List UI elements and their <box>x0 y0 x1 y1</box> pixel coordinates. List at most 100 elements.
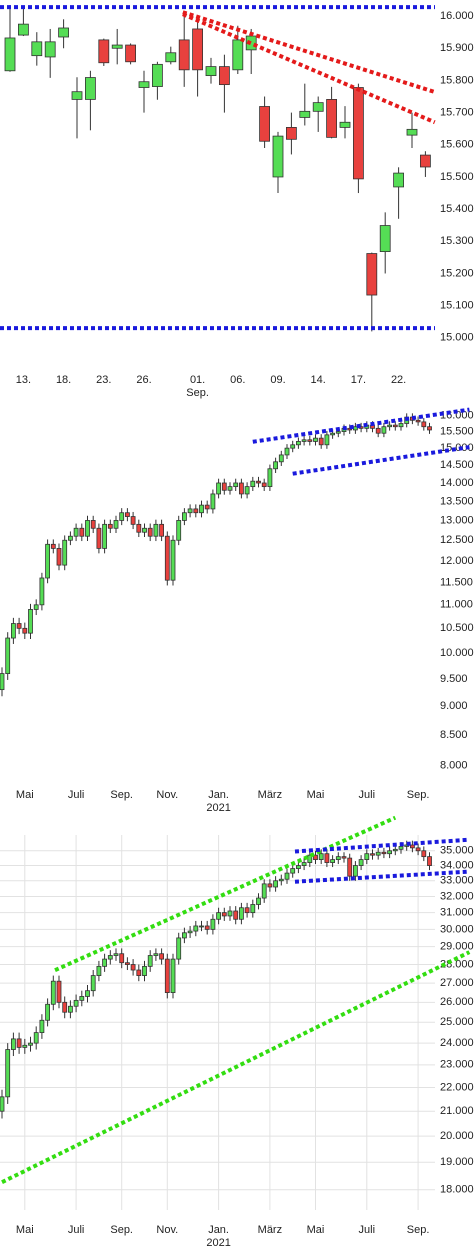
candle-body <box>113 520 119 529</box>
y-tick-label: 13.000 <box>440 514 474 526</box>
candle-body <box>187 508 193 514</box>
candle-body <box>364 853 370 860</box>
y-tick-label: 21.000 <box>440 1105 474 1117</box>
candle-body <box>147 527 153 537</box>
candle-body <box>295 865 301 869</box>
candle-body <box>290 444 296 449</box>
candle-body <box>136 523 142 533</box>
candle-body <box>102 523 107 549</box>
candle-body <box>326 99 338 138</box>
y-tick-label: 26.000 <box>440 996 474 1008</box>
candle-body <box>56 980 62 1003</box>
candle-body <box>273 880 279 888</box>
y-tick-label: 34.000 <box>440 859 474 871</box>
candle-body <box>16 1038 22 1048</box>
candle-body <box>415 419 421 423</box>
y-tick-label: 19.000 <box>440 1156 474 1168</box>
y-tick-label: 15.900 <box>440 42 474 54</box>
y-tick-label: 12.000 <box>440 555 474 567</box>
y-tick-label: 32.000 <box>440 890 474 902</box>
candle-body <box>125 962 130 965</box>
y-tick-label: 16.000 <box>440 10 474 22</box>
candle-body <box>39 1019 45 1034</box>
y-tick-label: 31.000 <box>440 907 474 919</box>
candle-body <box>318 853 324 860</box>
y-tick-label: 18.000 <box>440 1184 474 1196</box>
x-tick-label: 22. <box>390 374 407 386</box>
y-tick-label: 23.000 <box>440 1059 474 1071</box>
candle-body <box>85 520 90 537</box>
candle-body <box>387 850 393 855</box>
candle-body <box>210 918 216 930</box>
x-tick-label: 14. <box>310 374 326 386</box>
trend-line <box>294 837 470 854</box>
candle-body <box>178 39 190 71</box>
candle-body <box>313 854 318 860</box>
candle-body <box>419 154 431 168</box>
candle-body <box>307 439 313 442</box>
candle-body <box>5 637 11 674</box>
candle-body <box>256 897 261 905</box>
candle-body <box>107 523 113 529</box>
candle-body <box>278 878 284 882</box>
candle-body <box>17 23 29 36</box>
y-tick-label: 15.500 <box>440 425 474 437</box>
candle-body <box>301 862 307 866</box>
candle-body <box>218 66 230 86</box>
candle-body <box>324 434 330 446</box>
y-tick-label: 15.200 <box>440 267 474 279</box>
candle-body <box>142 965 147 976</box>
candle-body <box>0 673 5 691</box>
candle-body <box>33 604 39 610</box>
x-tick-label: Jan. 2021 <box>206 789 231 814</box>
candle-body <box>204 504 210 510</box>
candle-body <box>352 865 358 877</box>
candle-body <box>28 1042 33 1046</box>
candle-body <box>170 539 176 581</box>
x-tick-label: Nov. <box>156 1224 179 1236</box>
candle-body <box>159 523 165 537</box>
candle-body <box>79 996 85 1001</box>
candle-body <box>85 990 90 997</box>
candle-body <box>4 37 16 72</box>
y-tick-label: 13.500 <box>440 495 474 507</box>
x-tick-label: Jan. 2021 <box>206 1224 231 1249</box>
y-tick-label: 15.400 <box>440 203 474 215</box>
candle-body <box>130 516 136 525</box>
x-tick-label: 13. <box>15 374 32 386</box>
x-tick-label: Juli <box>358 789 376 801</box>
candle-body <box>352 87 364 180</box>
candle-body <box>284 447 290 456</box>
trend-line <box>292 445 470 476</box>
y-tick-label: 30.000 <box>440 923 474 935</box>
candle-body <box>398 423 404 428</box>
candle-body <box>102 958 107 967</box>
candle-body <box>199 925 204 928</box>
candle-body <box>370 853 375 856</box>
candle-body <box>125 512 130 517</box>
y-tick-label: 15.600 <box>440 139 474 151</box>
candle-body <box>375 851 381 856</box>
x-tick-label: 06. <box>230 374 246 386</box>
y-tick-label: 20.000 <box>440 1130 474 1142</box>
candle-body <box>193 508 199 514</box>
y-tick-label: 22.000 <box>440 1081 474 1093</box>
candle-body <box>290 868 296 874</box>
candle-body <box>193 925 199 932</box>
candle-body <box>181 932 187 939</box>
candle-body <box>153 523 159 537</box>
candle-body <box>398 846 404 850</box>
candle-body <box>96 527 102 549</box>
candle-body <box>170 958 176 994</box>
candle-body <box>113 953 119 956</box>
candle-body <box>98 39 110 64</box>
candle-body <box>130 964 136 971</box>
candle-body <box>381 851 387 855</box>
candle-body <box>164 958 170 994</box>
y-tick-label: 25.000 <box>440 1016 474 1028</box>
candle-body <box>267 883 273 888</box>
candle-body <box>250 480 256 488</box>
candle-body <box>204 925 210 930</box>
candle-body <box>147 955 153 967</box>
